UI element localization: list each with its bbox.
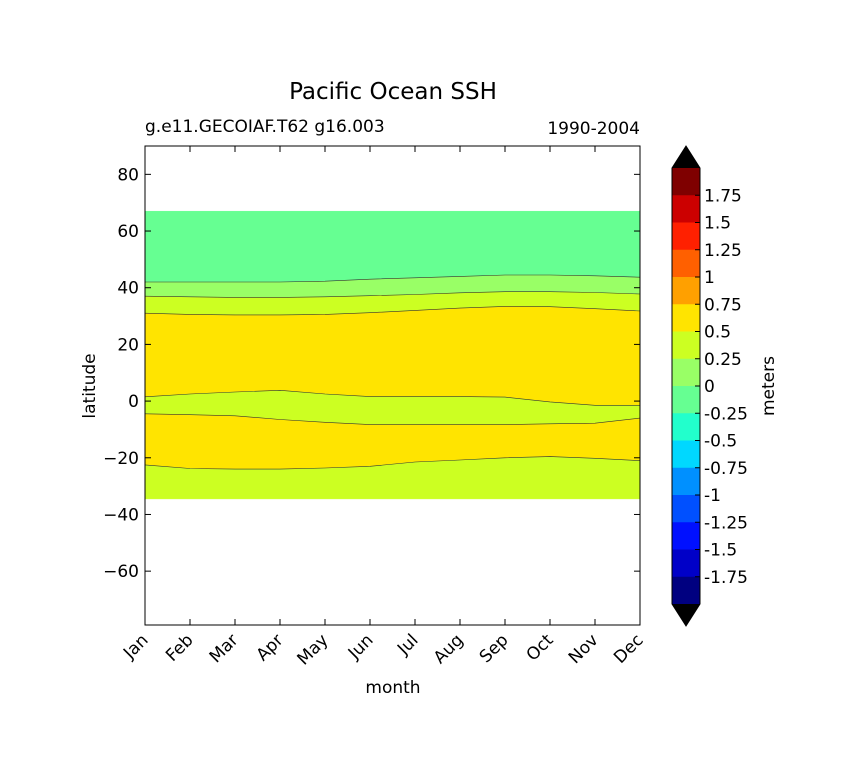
x-tick-label: Sep [476, 630, 513, 667]
y-tick-label: −60 [103, 562, 139, 582]
colorbar-tick-label: -1.75 [704, 568, 748, 588]
x-tick-label: Jun [344, 630, 378, 664]
colorbar-tick-label: 0 [704, 377, 715, 397]
plot-area: Jan Feb Mar Apr May Jun Jul Aug Sep Oct Nov Dec 80 6… [103, 145, 648, 669]
colorbar-segment [672, 249, 700, 278]
contour-line-5 [144, 413, 641, 425]
colorbar-segment [672, 576, 700, 605]
x-tick-label: Jul [393, 630, 422, 659]
colorbar-tick-label: -0.75 [704, 459, 748, 479]
plot-frame [144, 145, 641, 626]
contour-bands [144, 210, 641, 500]
colorbar-segment [672, 549, 700, 578]
colorbar-tick-label: 0.5 [704, 323, 731, 343]
x-tick-label: Jan [119, 630, 152, 663]
contour-lines [144, 274, 641, 470]
colorbar-tick-label: -1.5 [704, 541, 737, 561]
colorbar-segment [672, 277, 700, 305]
y-tick-label: 80 [117, 165, 139, 185]
x-tick-label: Apr [253, 630, 288, 665]
colorbar-segment [672, 440, 700, 469]
y-tick-label: 60 [117, 222, 139, 242]
subtitle-left: g.e11.GECOIAF.T62 g16.003 [145, 117, 385, 137]
y-axis-ticks: 80 60 40 20 0 −20 −40 −60 [103, 165, 640, 582]
colorbar-tick-label: -0.5 [704, 432, 737, 452]
contour-line-6 [144, 456, 641, 470]
colorbar-tick-label: 0.75 [704, 295, 742, 315]
y-tick-label: −20 [103, 449, 139, 469]
y-tick-label: 0 [128, 392, 139, 412]
colorbar-tick-label: -0.25 [704, 404, 748, 424]
subtitle-right: 1990-2004 [547, 119, 640, 139]
x-tick-label: Aug [430, 630, 468, 668]
y-tick-label: −40 [103, 505, 139, 525]
colorbar-segment [672, 467, 700, 496]
colorbar-segment [672, 495, 700, 523]
colorbar-tick-label: 1.25 [704, 241, 742, 261]
y-tick-label: 40 [117, 279, 139, 299]
colorbar-segment [672, 386, 700, 414]
chart-title: Pacific Ocean SSH [289, 79, 497, 105]
colorbar-tick-label: 1 [704, 268, 715, 288]
colorbar-outline [671, 145, 701, 627]
colorbar-segment [672, 195, 700, 223]
colorbar-segment [672, 358, 700, 387]
colorbar: 1.75 1.5 1.25 1 0.75 0.5 0.25 0 -0.25 -0.5 -0.75 -1… [671, 145, 748, 627]
colorbar-under-arrow [672, 604, 700, 626]
y-axis-label: latitude [80, 353, 100, 418]
colorbar-segment [672, 168, 700, 196]
x-tick-label: May [294, 630, 333, 669]
contour-line-1 [145, 274, 641, 283]
x-tick-label: Dec [610, 630, 647, 667]
colorbar-label: meters [759, 356, 779, 416]
x-tick-label: Feb [162, 630, 197, 665]
contour-band-1 [144, 210, 641, 283]
x-axis-label: month [365, 678, 420, 698]
colorbar-segment [672, 331, 700, 360]
contour-band-4 [144, 306, 641, 406]
colorbar-tick-label: 0.25 [704, 350, 742, 370]
x-tick-label: Oct [523, 630, 558, 665]
colorbar-tick-label: 1.75 [704, 186, 742, 206]
x-tick-label: Nov [565, 630, 603, 668]
colorbar-tick-label: -1.25 [704, 513, 748, 533]
contour-line-3 [144, 306, 641, 316]
colorbar-segment [672, 522, 700, 550]
colorbar-segment [672, 222, 700, 251]
colorbar-tick-label: 1.5 [704, 214, 731, 234]
colorbar-tick-label: -1 [704, 486, 721, 506]
y-tick-label: 20 [117, 335, 139, 355]
colorbar-segment [672, 413, 700, 441]
colorbar-segment [672, 304, 700, 332]
colorbar-over-arrow [672, 146, 700, 168]
contour-line-2 [144, 291, 641, 298]
x-tick-label: Mar [206, 630, 243, 667]
contour-line-4 [144, 389, 640, 406]
